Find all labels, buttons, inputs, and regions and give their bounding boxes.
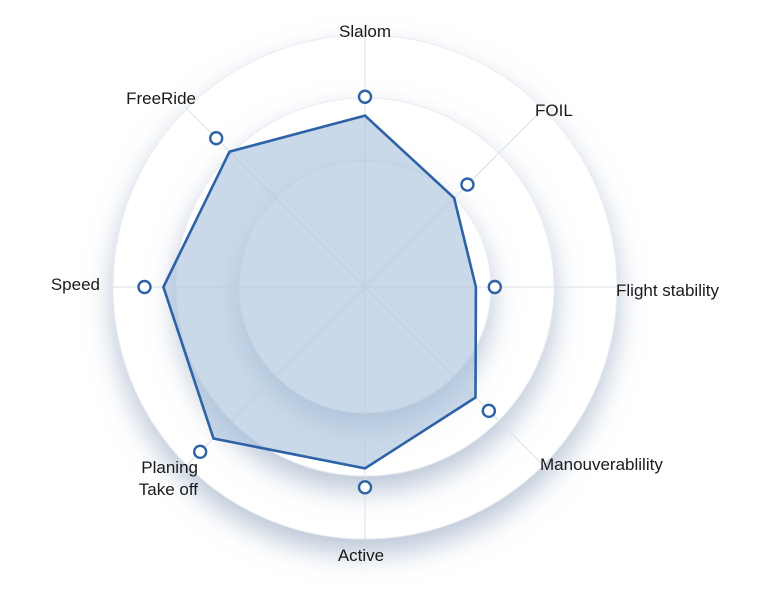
- axis-label-line: FreeRide: [126, 89, 196, 108]
- data-point-2[interactable]: [460, 177, 475, 192]
- data-point-4[interactable]: [481, 403, 497, 419]
- axis-label-3: Flight stability: [616, 281, 719, 300]
- data-point-7[interactable]: [137, 279, 152, 295]
- axis-label-line: FOIL: [535, 101, 573, 120]
- data-point-5[interactable]: [357, 480, 373, 495]
- data-point-1[interactable]: [357, 89, 373, 104]
- axis-label-line: Flight stability: [616, 281, 719, 300]
- axis-label-line: Speed: [51, 275, 100, 294]
- axis-label-8: FreeRide: [126, 89, 196, 108]
- axis-label-line: Manouverablility: [540, 455, 663, 474]
- axis-label-line: Planing: [141, 458, 198, 477]
- axis-label-line: Slalom: [339, 22, 391, 41]
- axis-label-2: FOIL: [535, 101, 573, 120]
- axis-label-line: Take off: [139, 480, 199, 499]
- axis-label-6: Planing Take off: [139, 458, 199, 499]
- axis-label-5: Active: [338, 546, 384, 565]
- axis-labels: Slalom FOIL Flight stability Manouverablili…: [51, 22, 720, 565]
- data-point-8[interactable]: [209, 131, 224, 146]
- axis-label-1: Slalom: [339, 22, 391, 41]
- axis-label-4: Manouverablility: [540, 455, 663, 474]
- axis-label-line: Active: [338, 546, 384, 565]
- axis-label-7: Speed: [51, 275, 100, 294]
- data-markers: [137, 89, 502, 495]
- series-area: [162, 114, 478, 470]
- series-layer: [162, 114, 478, 470]
- data-point-6[interactable]: [192, 444, 208, 460]
- data-point-3[interactable]: [487, 279, 502, 295]
